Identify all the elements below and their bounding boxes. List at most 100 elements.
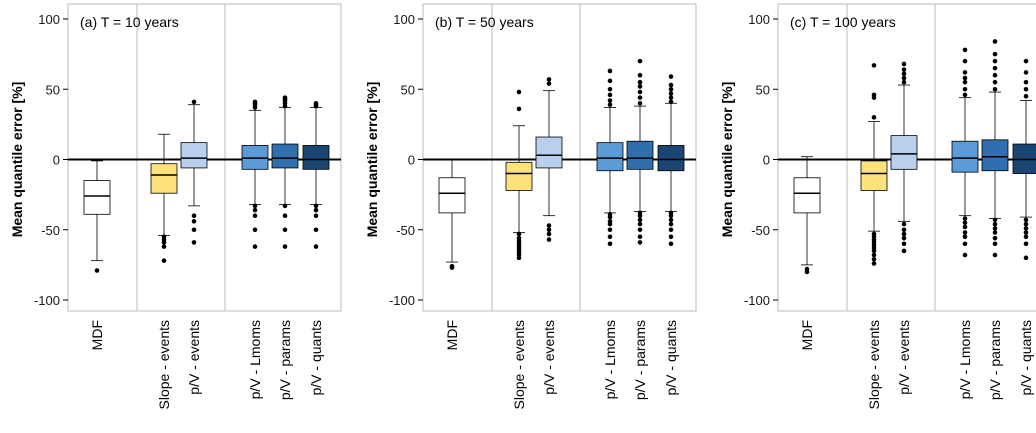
- outlier-point: [962, 58, 968, 64]
- outlier-point: [992, 72, 998, 78]
- outlier-point: [546, 231, 552, 237]
- outlier-point: [1023, 241, 1029, 247]
- box-2: Slope - events: [860, 63, 888, 410]
- box-iqr: [981, 139, 1009, 172]
- panel-1: -100 -50 0 50 100 Mean quantile error [%] MDF S…: [9, 3, 342, 410]
- box-6: p/V - quants: [1012, 58, 1036, 396]
- x-category-label: p/V - params: [277, 320, 293, 400]
- panel-title: (c) T = 100 years: [790, 14, 896, 30]
- outlier-point: [282, 203, 288, 209]
- box-6: p/V - quants: [302, 101, 330, 396]
- outlier-point: [668, 95, 674, 100]
- plot-frame: [777, 3, 1036, 312]
- x-category-label: p/V - quants: [1018, 320, 1034, 396]
- box-2: Slope - events: [150, 133, 178, 410]
- panel-title: (b) T = 50 years: [435, 14, 534, 30]
- plot-frame: [67, 3, 342, 312]
- outlier-point: [252, 207, 258, 213]
- box-iqr: [890, 135, 918, 170]
- box-iqr: [83, 180, 111, 215]
- outlier-point: [901, 241, 907, 247]
- x-category-label: p/V - quants: [308, 320, 324, 396]
- outlier-point: [962, 75, 968, 81]
- y-tick-label: 0: [53, 153, 60, 168]
- x-category-label: Slope - events: [511, 320, 527, 410]
- outlier-point: [962, 86, 968, 92]
- outlier-point: [516, 89, 522, 95]
- outlier-point: [871, 261, 877, 266]
- outlier-point: [1023, 86, 1029, 92]
- box-iqr: [626, 140, 654, 170]
- outlier-point: [546, 237, 552, 242]
- outlier-point: [871, 256, 877, 262]
- outlier-point: [1023, 217, 1029, 223]
- x-category-label: MDF: [799, 320, 815, 350]
- outlier-point: [546, 227, 552, 233]
- outlier-point: [962, 220, 968, 226]
- outlier-point: [901, 231, 907, 237]
- outlier-point: [668, 213, 674, 218]
- outlier-point: [668, 74, 674, 79]
- outlier-point: [313, 244, 319, 249]
- outlier-point: [161, 240, 167, 245]
- outlier-point: [637, 84, 643, 89]
- outlier-point: [668, 217, 674, 223]
- outlier-point: [992, 252, 998, 258]
- outlier-point: [962, 216, 968, 221]
- outlier-point: [607, 241, 613, 247]
- y-tick-label: -50: [396, 223, 415, 238]
- outlier-point: [962, 224, 968, 230]
- outlier-point: [637, 227, 643, 233]
- x-category-label: Slope - events: [866, 320, 882, 410]
- outlier-point: [992, 235, 998, 241]
- outlier-point: [962, 234, 968, 240]
- outlier-point: [668, 82, 674, 88]
- outlier-point: [637, 213, 643, 218]
- outlier-point: [668, 91, 674, 96]
- outlier-point: [282, 244, 288, 249]
- outlier-point: [637, 95, 643, 100]
- outlier-point: [992, 51, 998, 57]
- x-category-label: p/V - params: [632, 320, 648, 400]
- outlier-point: [282, 227, 288, 233]
- box-1: MDF: [438, 159, 466, 350]
- outlier-point: [992, 217, 998, 223]
- outlier-point: [668, 221, 674, 227]
- outlier-point: [637, 221, 643, 227]
- outlier-point: [313, 227, 319, 233]
- outlier-point: [668, 234, 674, 240]
- box-iqr: [535, 136, 563, 169]
- outlier-point: [449, 265, 455, 270]
- outlier-point: [516, 255, 522, 261]
- y-tick-label: -100: [389, 293, 415, 308]
- panel-3: -100 -50 0 50 100 Mean quantile error [%] MDF S…: [719, 3, 1036, 410]
- outlier-point: [313, 213, 319, 218]
- outlier-point: [516, 106, 522, 112]
- y-tick-label: -50: [751, 223, 770, 238]
- outlier-point: [313, 207, 319, 213]
- outlier-point: [1023, 230, 1029, 235]
- outlier-point: [313, 203, 319, 209]
- outlier-point: [161, 258, 167, 263]
- y-tick-label: -50: [41, 223, 60, 238]
- outlier-point: [191, 240, 197, 245]
- outlier-point: [607, 214, 613, 220]
- outlier-point: [992, 39, 998, 44]
- box-iqr: [302, 145, 330, 170]
- x-category-label: MDF: [444, 320, 460, 350]
- box-iqr: [150, 163, 178, 194]
- outlier-point: [901, 248, 907, 254]
- outlier-point: [962, 252, 968, 258]
- outlier-point: [668, 86, 674, 92]
- y-tick-label: 0: [763, 153, 770, 168]
- box-3: p/V - events: [890, 61, 918, 395]
- outlier-point: [191, 99, 197, 105]
- box-iqr: [180, 142, 208, 169]
- plot-frame: [422, 3, 697, 312]
- outlier-point: [668, 241, 674, 247]
- outlier-point: [962, 92, 968, 98]
- y-tick-label: 50: [401, 82, 415, 97]
- box-5: p/V - params: [626, 58, 654, 400]
- outlier-point: [607, 86, 613, 92]
